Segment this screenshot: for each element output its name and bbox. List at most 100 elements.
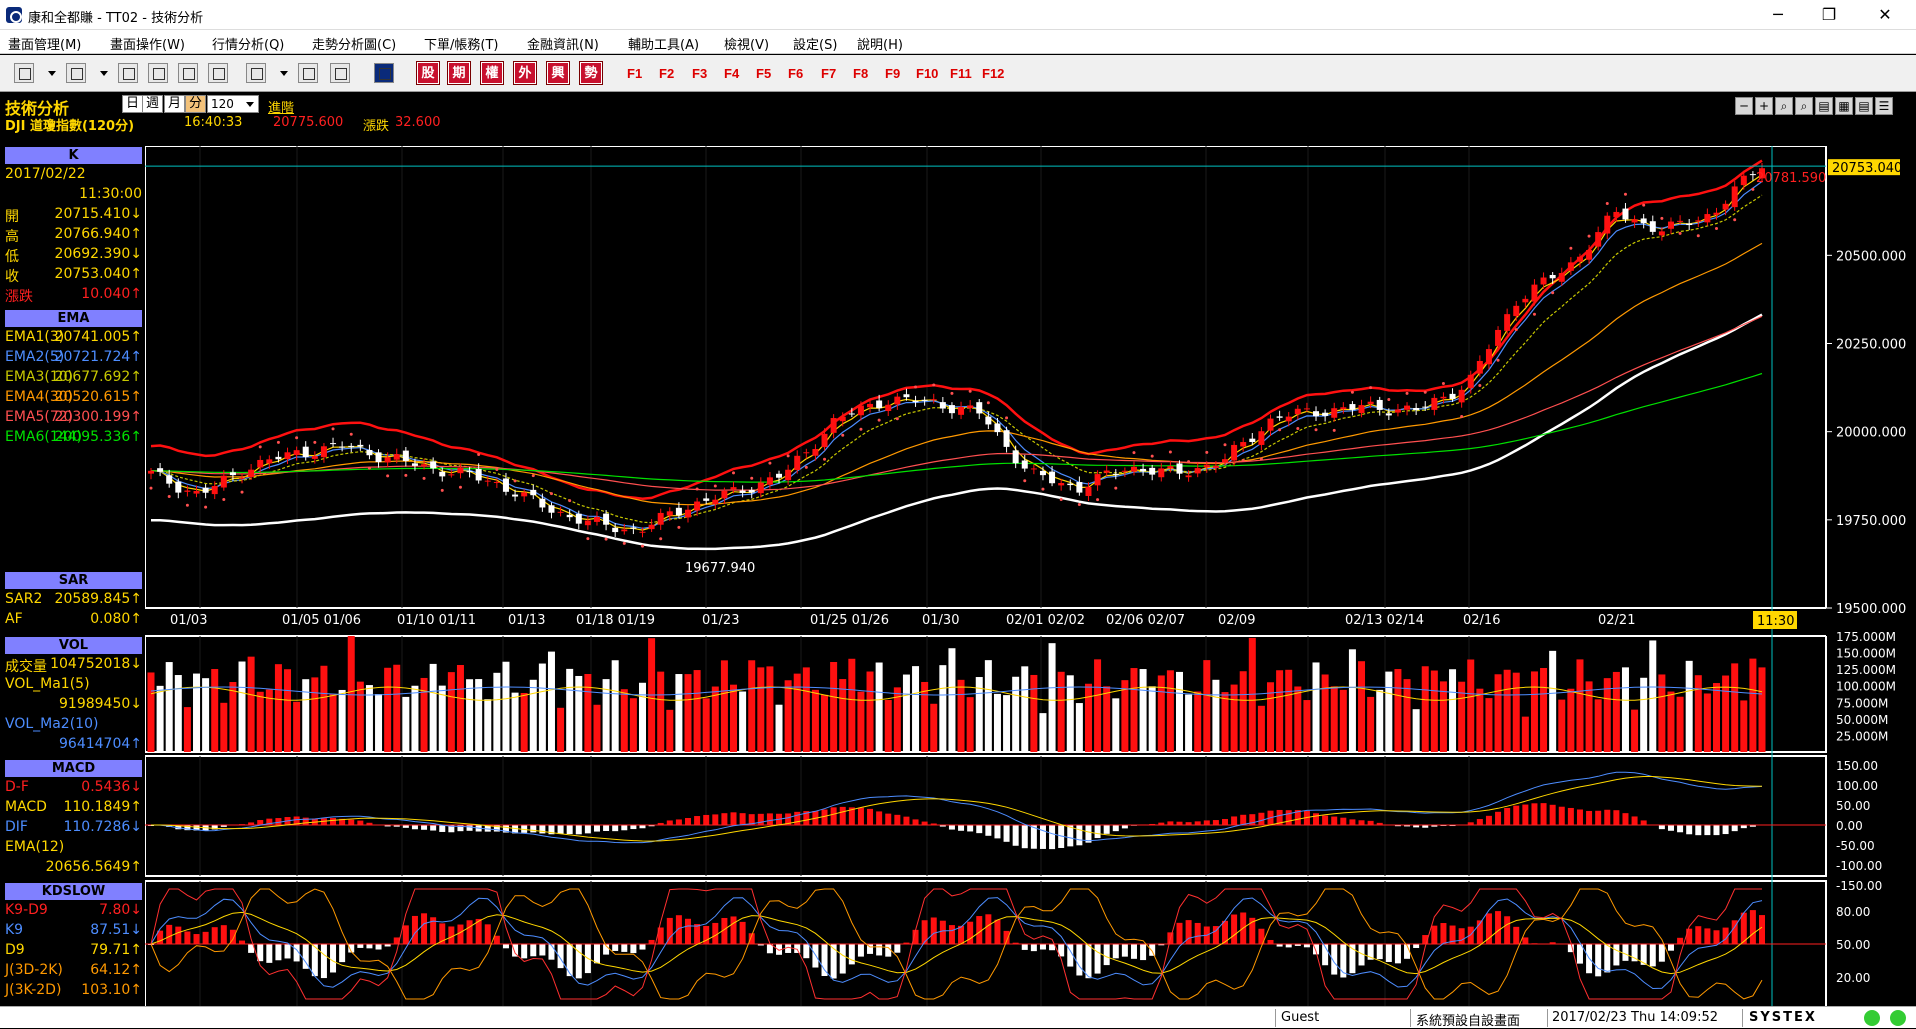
kd-bar	[1713, 930, 1719, 944]
futures-button[interactable]: 期	[448, 62, 470, 84]
volume-bar	[1176, 672, 1183, 752]
menu-tools[interactable]: 輔助工具(A)	[628, 34, 699, 53]
period-month[interactable]: 月	[164, 95, 185, 113]
vol-row-label: VOL_Ma2(10)	[5, 716, 98, 732]
period-week[interactable]: 週	[142, 95, 163, 113]
plus-icon[interactable]: +	[1755, 97, 1773, 115]
menu-view[interactable]: 檢視(V)	[724, 34, 769, 53]
candle-body	[1586, 250, 1592, 260]
macd-bar	[913, 819, 919, 825]
candle-body	[257, 460, 263, 467]
menu-trend-chart[interactable]: 走勢分析圖(C)	[312, 34, 396, 53]
k-time: 11:30:00	[5, 186, 142, 206]
f4-button[interactable]: F4	[724, 66, 739, 81]
f1-button[interactable]: F1	[627, 66, 642, 81]
candle-body	[685, 510, 691, 518]
foreign-button[interactable]: 外	[514, 62, 536, 84]
print-icon[interactable]: ▤	[1815, 97, 1833, 115]
kd-bar	[685, 919, 691, 944]
minus-icon[interactable]: ─	[1735, 97, 1753, 115]
kd-bar	[1759, 915, 1765, 944]
options-button[interactable]: 權	[481, 62, 503, 84]
macd-bar	[1595, 811, 1601, 825]
menu-order-account[interactable]: 下單/帳務(T)	[424, 34, 498, 53]
interval-select[interactable]: 120	[207, 95, 259, 113]
advanced-link[interactable]: 進階	[268, 97, 294, 116]
k-header: K	[5, 147, 142, 164]
kd-bar	[949, 925, 955, 944]
macd-row-label: D-F	[5, 779, 29, 795]
candle-body	[1541, 278, 1547, 285]
f9-button[interactable]: F9	[885, 66, 900, 81]
f12-button[interactable]: F12	[982, 66, 1004, 81]
menu-screen-management[interactable]: 畫面管理(M)	[8, 34, 81, 53]
save-icon[interactable]: ▦	[1835, 97, 1853, 115]
f8-button[interactable]: F8	[853, 66, 868, 81]
dropdown-arrow-icon[interactable]	[280, 71, 288, 76]
f7-button[interactable]: F7	[821, 66, 836, 81]
volume-bar	[1094, 659, 1101, 752]
kd-bar	[1022, 944, 1028, 950]
cursor-time-label: 11:30	[1757, 614, 1794, 629]
copy-icon[interactable]: ▤	[1855, 97, 1873, 115]
f6-button[interactable]: F6	[788, 66, 803, 81]
settings-icon[interactable]: ☰	[1875, 97, 1893, 115]
layout-icon[interactable]	[14, 63, 34, 83]
candle-body	[1741, 176, 1747, 185]
window-split-icon[interactable]	[208, 63, 228, 83]
emerging-button[interactable]: 興	[547, 62, 569, 84]
link-icon[interactable]	[298, 63, 318, 83]
menu-financial-info[interactable]: 金融資訊(N)	[527, 34, 599, 53]
volume-bar	[1394, 669, 1401, 752]
menu-help[interactable]: 說明(H)	[857, 34, 903, 53]
candle-body	[221, 476, 227, 488]
kd-bar	[457, 925, 463, 944]
candle-body	[357, 445, 363, 447]
dropdown-arrow-icon[interactable]	[48, 71, 56, 76]
brand-icon[interactable]	[374, 63, 394, 83]
f11-button[interactable]: F11	[950, 66, 972, 81]
window-icon[interactable]	[178, 63, 198, 83]
sar-dot	[1351, 391, 1354, 394]
kd-bar	[548, 944, 554, 960]
volume-bar	[967, 697, 974, 752]
sar-dot	[204, 506, 207, 509]
macd-bar	[1085, 825, 1091, 843]
zoom-out-icon[interactable]: ⌕	[1795, 97, 1813, 115]
dropdown-arrow-icon[interactable]	[100, 71, 108, 76]
save-icon[interactable]	[66, 63, 86, 83]
trend-button[interactable]: 勢	[580, 62, 602, 84]
sar-row-value: 0.080↑	[90, 611, 142, 627]
k-row-label: 開	[5, 206, 19, 226]
stock-button[interactable]: 股	[417, 62, 439, 84]
k-date: 2017/02/22	[5, 166, 142, 186]
period-day[interactable]: 日	[122, 95, 143, 113]
macd-tick-label: 100.00	[1836, 779, 1878, 793]
minimize-button[interactable]: ─	[1755, 0, 1801, 30]
zoom-in-icon[interactable]: ⌕	[1775, 97, 1793, 115]
candle-body	[194, 491, 200, 494]
coin-icon[interactable]	[246, 63, 266, 83]
chart-window-icon[interactable]	[330, 63, 350, 83]
close-button[interactable]: ✕	[1862, 0, 1908, 30]
macd-bar	[439, 825, 445, 832]
candle-body	[1249, 439, 1255, 442]
f10-button[interactable]: F10	[916, 66, 938, 81]
f2-button[interactable]: F2	[659, 66, 674, 81]
menu-quote-analysis[interactable]: 行情分析(Q)	[212, 34, 284, 53]
status-user: Guest	[1281, 1010, 1319, 1025]
volume-bar	[748, 660, 755, 752]
f3-button[interactable]: F3	[692, 66, 707, 81]
period-minute[interactable]: 分	[185, 95, 206, 113]
close-window-icon[interactable]	[148, 63, 168, 83]
macd-bar	[1477, 819, 1483, 825]
maximize-button[interactable]: ❐	[1806, 0, 1852, 30]
f5-button[interactable]: F5	[756, 66, 771, 81]
menu-settings[interactable]: 設定(S)	[793, 34, 837, 53]
search-icon[interactable]	[118, 63, 138, 83]
candle-body	[676, 508, 682, 516]
macd-bar	[348, 820, 354, 825]
menu-screen-operation[interactable]: 畫面操作(W)	[110, 34, 185, 53]
sar-dot	[1296, 427, 1299, 430]
